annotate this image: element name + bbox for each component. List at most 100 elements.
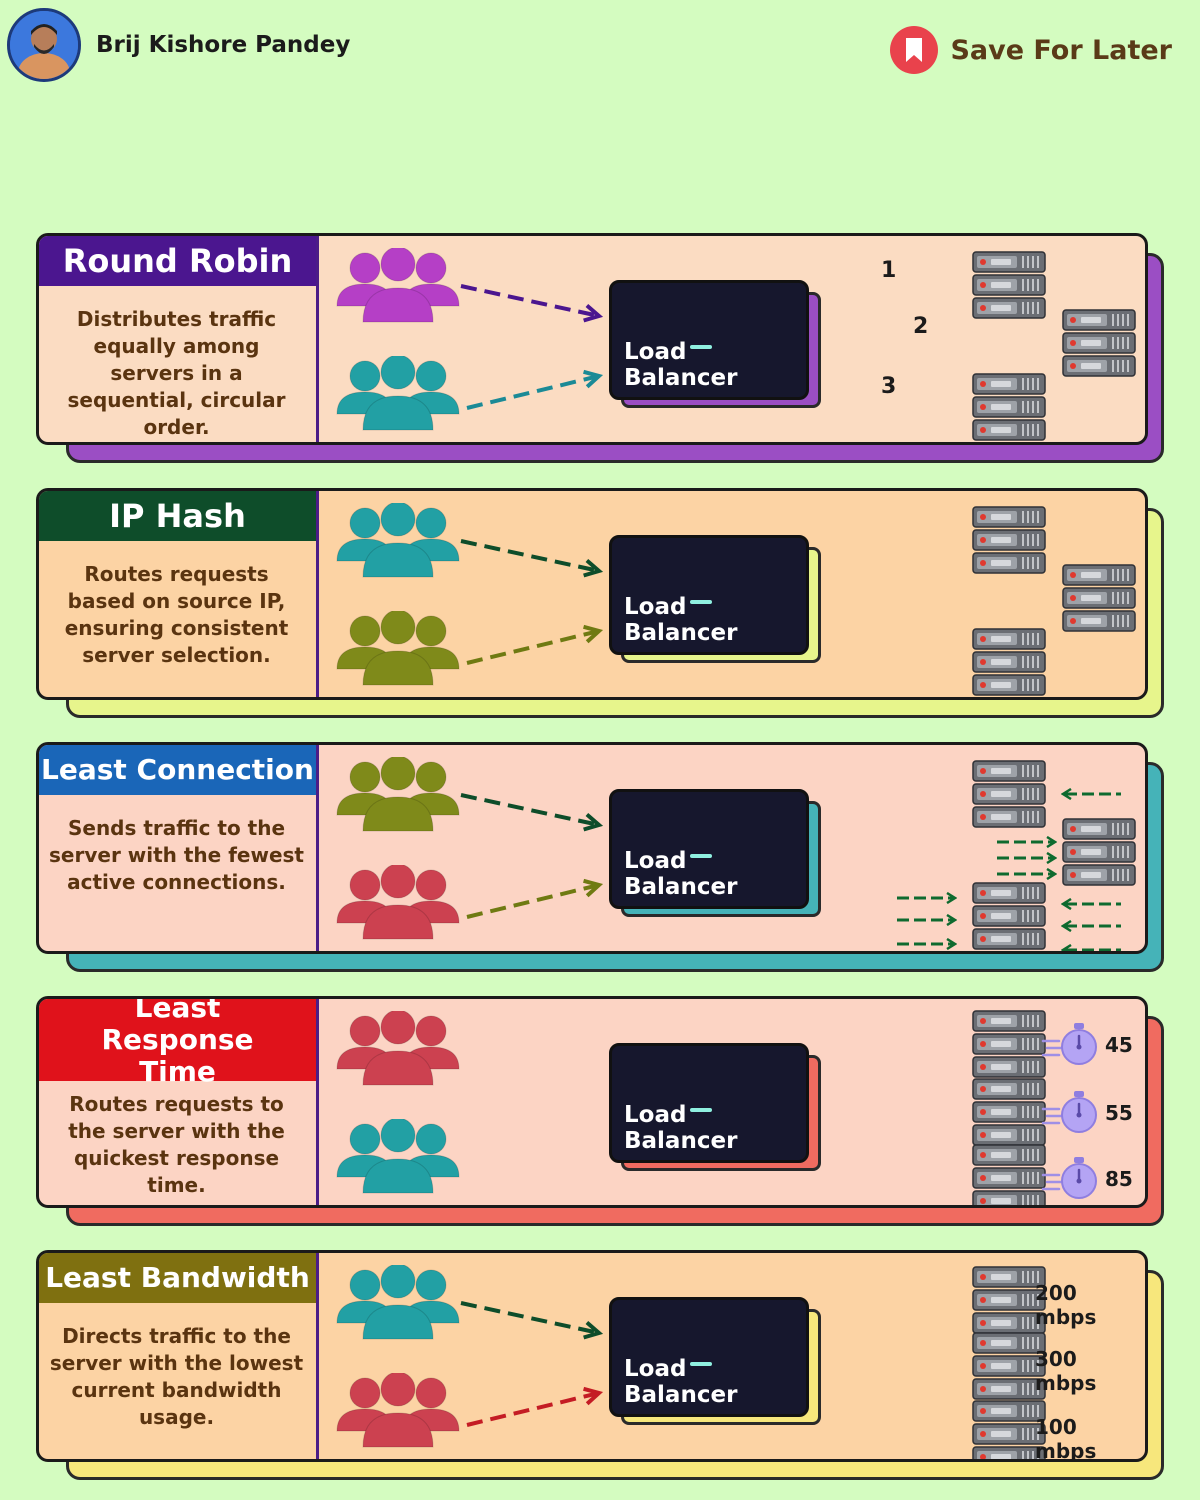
server-icon bbox=[1062, 564, 1136, 632]
algorithm-title: Least Response Time bbox=[39, 999, 316, 1088]
algorithm-description: Distributes traffic equally among server… bbox=[67, 307, 286, 439]
algorithm-info: IP Hash Routes requests based on source I… bbox=[39, 491, 319, 697]
bookmark-icon bbox=[906, 38, 923, 62]
server-3 bbox=[971, 627, 1047, 697]
server-icon bbox=[972, 1144, 1046, 1205]
load-balancer-box: Load Balancer bbox=[609, 1297, 809, 1417]
load-balancer-box: Load Balancer bbox=[609, 535, 809, 655]
algorithm-description: Sends traffic to the server with the few… bbox=[49, 816, 304, 894]
bandwidth-value: 100 mbps bbox=[1035, 1415, 1097, 1462]
algorithm-description: Directs traffic to the server with the l… bbox=[49, 1324, 304, 1429]
connection-arrow-in bbox=[897, 911, 958, 927]
save-for-later-label: Save For Later bbox=[950, 34, 1172, 66]
load-balancer-label: Load Balancer bbox=[624, 339, 738, 391]
server-2 bbox=[1061, 817, 1137, 889]
save-for-later-button[interactable]: Save For Later bbox=[890, 26, 1172, 74]
server-2 bbox=[1061, 563, 1137, 635]
users-group-icon bbox=[336, 609, 460, 686]
algorithm-description: Routes requests based on source IP, ensu… bbox=[64, 562, 289, 667]
client-group-1 bbox=[335, 1263, 461, 1341]
load-balancer: Load Balancer bbox=[609, 789, 821, 917]
server-3 bbox=[971, 881, 1047, 951]
traffic-indicator bbox=[690, 1362, 712, 1366]
load-balancer: Load Balancer bbox=[609, 280, 821, 408]
connection-arrow-in bbox=[897, 935, 958, 951]
bandwidth-value: 200 mbps bbox=[1035, 1281, 1097, 1329]
response-timer bbox=[1041, 1021, 1111, 1067]
server-icon bbox=[972, 1400, 1046, 1459]
load-balancer-label: Load Balancer bbox=[624, 848, 738, 900]
client-group-1 bbox=[335, 501, 461, 579]
algorithm-panel: Round Robin Distributes traffic equally a… bbox=[36, 233, 1164, 463]
algorithm-title: Round Robin bbox=[39, 236, 316, 286]
server-2 bbox=[971, 1077, 1047, 1149]
server-1 bbox=[971, 1265, 1047, 1337]
person-icon bbox=[10, 11, 78, 79]
load-balancer-box: Load Balancer bbox=[609, 1043, 809, 1163]
author-name: Brij Kishore Pandey bbox=[96, 32, 351, 58]
users-group-icon bbox=[336, 1117, 460, 1194]
bandwidth-value: 300 mbps bbox=[1035, 1347, 1097, 1395]
algorithm-info: Least Response Time Routes requests to th… bbox=[39, 999, 319, 1205]
server-icon bbox=[972, 373, 1046, 441]
connection-arrow-out bbox=[1060, 941, 1121, 951]
client-group-2 bbox=[335, 354, 461, 432]
connection-arrow-in bbox=[997, 833, 1058, 849]
stopwatch-icon bbox=[1041, 1023, 1097, 1065]
response-timer bbox=[1041, 1089, 1111, 1135]
algorithm-title: Least Bandwidth bbox=[39, 1253, 316, 1303]
connection-arrow-in bbox=[997, 849, 1058, 865]
algorithm-card: Least Connection Sends traffic to the ser… bbox=[36, 742, 1148, 954]
load-balancer-label: Load Balancer bbox=[624, 1356, 738, 1408]
load-balancer: Load Balancer bbox=[609, 1043, 821, 1171]
author-avatar bbox=[7, 8, 81, 82]
server-icon bbox=[972, 251, 1046, 319]
traffic-indicator bbox=[690, 854, 712, 858]
algorithm-info: Round Robin Distributes traffic equally a… bbox=[39, 236, 319, 442]
server-icon bbox=[1062, 818, 1136, 886]
server-3 bbox=[971, 372, 1047, 442]
load-balancer-label: Load Balancer bbox=[624, 594, 738, 646]
client-group-2 bbox=[335, 1117, 461, 1195]
server-icon bbox=[972, 1332, 1046, 1400]
client-group-1 bbox=[335, 246, 461, 324]
load-balancer: Load Balancer bbox=[609, 535, 821, 663]
server-2 bbox=[1061, 308, 1137, 380]
algorithm-card: Least Response Time Routes requests to th… bbox=[36, 996, 1148, 1208]
save-badge bbox=[890, 26, 939, 74]
traffic-indicator bbox=[690, 600, 712, 604]
server-order-number: 2 bbox=[913, 314, 929, 339]
algorithm-description: Routes requests to the server with the q… bbox=[68, 1092, 285, 1197]
client-group-1 bbox=[335, 1009, 461, 1087]
connection-arrow-out bbox=[1060, 917, 1121, 933]
algorithm-panel: Least Response Time Routes requests to th… bbox=[36, 996, 1164, 1226]
server-1 bbox=[971, 505, 1047, 577]
algorithm-title: IP Hash bbox=[39, 491, 316, 541]
server-icon bbox=[972, 1078, 1046, 1146]
client-group-2 bbox=[335, 1371, 461, 1449]
users-group-icon bbox=[336, 501, 460, 578]
stopwatch-icon bbox=[1041, 1157, 1097, 1199]
client-group-2 bbox=[335, 609, 461, 687]
server-icon bbox=[972, 506, 1046, 574]
traffic-indicator bbox=[690, 1108, 712, 1112]
traffic-indicator bbox=[690, 345, 712, 349]
server-order-number: 3 bbox=[881, 374, 897, 399]
algorithm-info: Least Connection Sends traffic to the ser… bbox=[39, 745, 319, 951]
load-balancer-box: Load Balancer bbox=[609, 789, 809, 909]
load-balancer-label: Load Balancer bbox=[624, 1102, 738, 1154]
server-1 bbox=[971, 759, 1047, 831]
users-group-icon bbox=[336, 1263, 460, 1340]
users-group-icon bbox=[336, 1371, 460, 1448]
connection-arrow-in bbox=[897, 889, 958, 905]
server-2 bbox=[971, 1331, 1047, 1403]
server-icon bbox=[972, 1266, 1046, 1334]
algorithm-panel: Least Connection Sends traffic to the ser… bbox=[36, 742, 1164, 972]
connection-arrow-out bbox=[1060, 785, 1121, 801]
users-group-icon bbox=[336, 755, 460, 832]
client-group-1 bbox=[335, 755, 461, 833]
users-group-icon bbox=[336, 1009, 460, 1086]
algorithm-card: Least Bandwidth Directs traffic to the se… bbox=[36, 1250, 1148, 1462]
algorithm-info: Least Bandwidth Directs traffic to the se… bbox=[39, 1253, 319, 1459]
load-balancer: Load Balancer bbox=[609, 1297, 821, 1425]
